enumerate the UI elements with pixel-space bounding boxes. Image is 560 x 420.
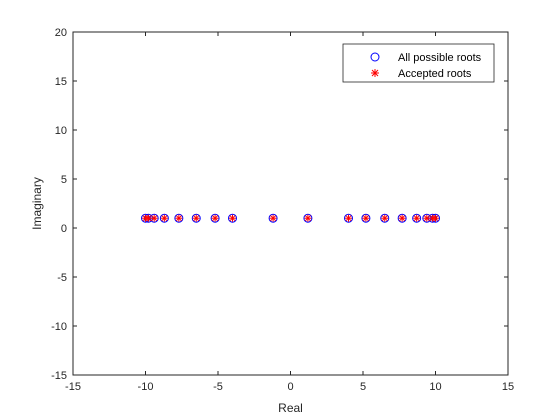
accepted-root-asterisk-marker (345, 214, 352, 222)
accepted-root-asterisk-marker (175, 214, 183, 222)
root-circle-marker (174, 213, 184, 223)
legend: All possible roots Accepted roots (342, 43, 495, 83)
x-tick-label: 0 (287, 381, 293, 393)
data-points (141, 213, 440, 223)
plot-frame (72, 31, 509, 376)
root-circle-marker (268, 213, 278, 223)
legend-box (342, 43, 495, 83)
y-tick-label: -10 (51, 321, 67, 333)
x-tick-label: -5 (213, 381, 223, 393)
y-tick-label: -5 (57, 272, 67, 284)
root-circle-marker (303, 213, 313, 223)
legend-asterisk-marker-icon (371, 69, 379, 77)
y-tick-label: -15 (51, 370, 67, 382)
y-tick-label: 20 (55, 27, 67, 39)
root-circle-marker (412, 213, 422, 223)
legend-label-all-possible-roots: All possible roots (398, 52, 482, 64)
accepted-root-asterisk-marker (269, 214, 277, 222)
y-axis-label: Imaginary (30, 177, 44, 230)
accepted-root-asterisk-marker (229, 214, 236, 222)
x-tick-label: -10 (138, 381, 154, 393)
root-circle-marker (210, 213, 220, 223)
accepted-root-asterisk-marker (192, 214, 200, 222)
y-tick-label: 0 (61, 223, 67, 235)
root-circle-marker (344, 213, 353, 223)
accepted-root-asterisk-marker (413, 214, 421, 222)
accepted-root-asterisk-marker (304, 214, 312, 222)
accepted-root-asterisk-marker (150, 214, 158, 222)
accepted-root-asterisk-marker (432, 214, 439, 222)
root-circle-marker (397, 213, 407, 223)
root-circle-marker (228, 213, 237, 223)
y-tick-label: 15 (55, 76, 67, 88)
y-tick-label: 5 (61, 174, 67, 186)
accepted-root-asterisk-marker (211, 214, 219, 222)
x-tick-label: 15 (502, 381, 514, 393)
accepted-root-asterisk-marker (381, 214, 389, 222)
legend-label-accepted-roots: Accepted roots (398, 68, 472, 80)
x-tick-label: -15 (65, 381, 81, 393)
y-tick-label: 10 (55, 125, 67, 137)
tick-labels: -15 -10 -5 0 5 10 15 -15 -10 -5 0 5 10 15 20 (51, 27, 514, 393)
x-tick-label: 10 (429, 381, 441, 393)
x-tick-label: 5 (360, 381, 366, 393)
accepted-root-asterisk-marker (398, 214, 406, 222)
root-circle-marker (159, 213, 169, 223)
root-circle-marker (361, 213, 371, 223)
legend-circle-marker-icon (370, 52, 380, 62)
root-circle-marker (191, 213, 201, 223)
accepted-root-asterisk-marker (160, 214, 168, 222)
x-axis-label: Real (278, 401, 303, 415)
accepted-root-asterisk-marker (362, 214, 370, 222)
root-circle-marker (380, 213, 390, 223)
accepted-root-asterisk-marker (144, 214, 152, 222)
plot-area (73, 32, 508, 375)
